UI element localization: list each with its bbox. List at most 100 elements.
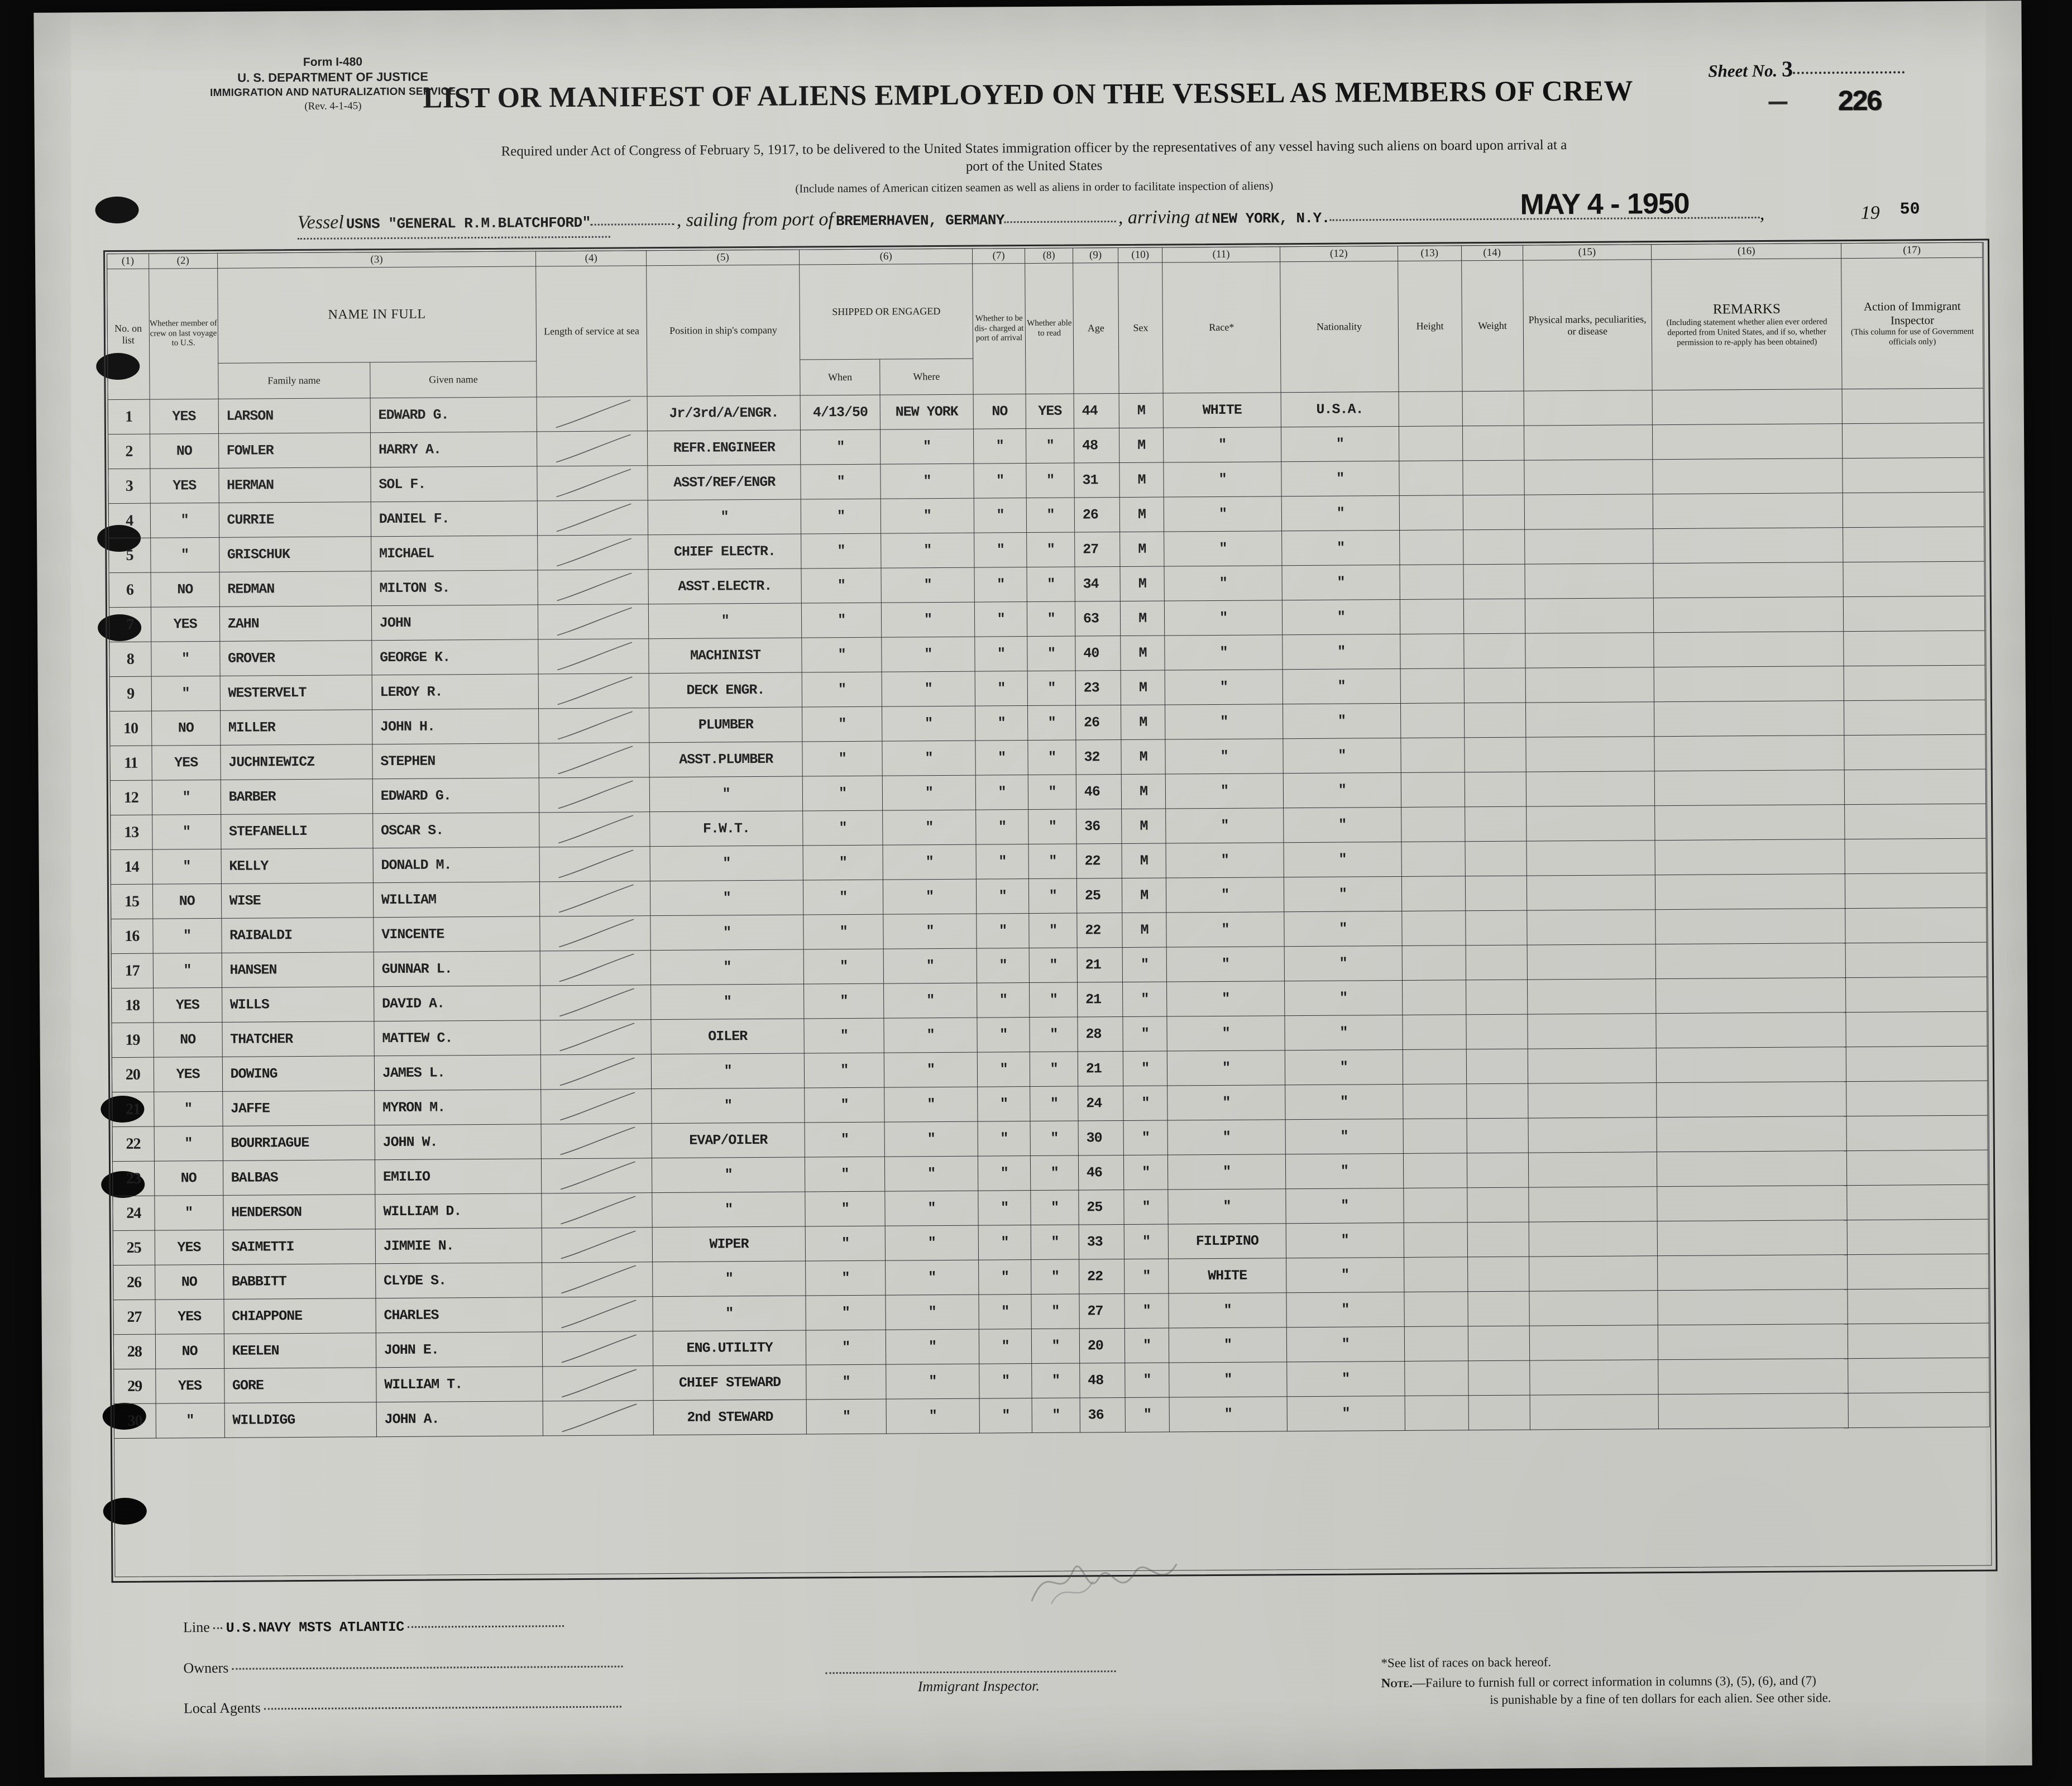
able-to-read-cell: "	[1031, 1294, 1080, 1329]
remarks-cell	[1657, 1254, 1848, 1291]
shipped-where-cell: "	[882, 810, 976, 846]
row-number-cell: 1	[108, 399, 150, 434]
height-cell	[1400, 633, 1464, 669]
shipped-where-cell: "	[886, 1398, 980, 1434]
port-of-departure-value: BREMERHAVEN, GERMANY	[835, 212, 1005, 230]
family-name-cell: BARBER	[220, 779, 373, 815]
position-cell: "	[652, 1260, 806, 1297]
position-cell: "	[651, 1053, 805, 1089]
able-to-read-cell: "	[1026, 498, 1075, 533]
age-cell: 24	[1078, 1086, 1124, 1121]
remarks-cell	[1657, 1220, 1848, 1256]
position-cell: F.W.T.	[649, 811, 803, 847]
inspector-action-note: (This column for use of Government offic…	[1850, 327, 1974, 347]
given-name-cell: HARRY A.	[370, 431, 538, 467]
table-row: 8 " GROVER GEORGE K. MACHINIST " " " " 40 M " "	[109, 631, 1985, 677]
length-of-service-cell	[538, 638, 649, 674]
discharge-at-port-cell: "	[975, 809, 1029, 845]
height-cell	[1401, 876, 1466, 911]
crew-last-voyage-cell: NO	[152, 884, 222, 919]
height-cell	[1403, 1187, 1467, 1223]
table-row: 26 NO BABBITT CLYDE S. " " " " " 22 " WHITE "	[113, 1254, 1989, 1300]
able-to-read-cell: "	[1029, 913, 1078, 948]
arriving-at-label: , arriving at	[1118, 207, 1210, 228]
table-row: 2 NO FOWLER HARRY A. REFR.ENGINEER " " " " 48 M " "	[108, 423, 1984, 469]
discharge-at-port-cell: "	[979, 1363, 1032, 1399]
col-label-race: Race*	[1162, 261, 1281, 394]
remarks-cell	[1656, 1047, 1846, 1083]
length-of-service-slash-mark	[558, 1298, 639, 1330]
physical-marks-cell	[1528, 1152, 1657, 1188]
race-cell: "	[1165, 738, 1284, 775]
inspector-action-cell	[1843, 561, 1985, 597]
shipped-where-cell: "	[883, 1018, 978, 1053]
position-cell: MACHINIST	[648, 638, 802, 674]
length-of-service-cell	[542, 1262, 653, 1297]
inspector-action-cell	[1843, 596, 1985, 632]
weight-cell	[1467, 1153, 1529, 1188]
age-cell: 23	[1075, 670, 1121, 706]
family-name-cell: WILLDIGG	[224, 1402, 377, 1438]
remarks-cell	[1652, 389, 1843, 425]
physical-marks-cell	[1526, 840, 1655, 876]
crew-last-voyage-cell: "	[155, 1403, 225, 1439]
length-of-service-cell	[541, 1088, 652, 1124]
weight-cell	[1463, 495, 1525, 530]
nationality-cell: "	[1284, 911, 1402, 947]
discharge-at-port-cell: "	[974, 532, 1027, 568]
nationality-cell: "	[1284, 945, 1403, 981]
discharge-at-port-cell: "	[974, 567, 1027, 603]
nationality-cell: "	[1281, 461, 1399, 496]
race-cell: FILIPINO	[1168, 1223, 1286, 1259]
discharge-at-port-cell: "	[974, 498, 1027, 533]
inspector-action-cell	[1844, 734, 1986, 770]
length-of-service-slash-mark	[554, 641, 635, 672]
col-label-crew-last-voyage: Whether member of crew on last voyage to…	[149, 268, 218, 400]
sex-cell: "	[1124, 1363, 1170, 1398]
row-number-cell: 11	[109, 746, 152, 781]
col-sublabel-given-name: Given name	[370, 361, 537, 398]
shipped-when-cell: "	[805, 1226, 886, 1261]
given-name-cell: WILLIAM D.	[375, 1193, 542, 1229]
shipped-where-cell: "	[884, 1052, 978, 1088]
inspector-action-cell	[1844, 804, 1986, 839]
length-of-service-cell	[542, 1227, 653, 1263]
crew-last-voyage-cell: YES	[151, 607, 220, 642]
able-to-read-cell: "	[1029, 982, 1078, 1018]
position-cell: ASST/REF/ENGR	[647, 465, 801, 500]
physical-marks-cell	[1529, 1359, 1659, 1396]
height-cell	[1404, 1360, 1468, 1396]
weight-cell	[1465, 841, 1527, 876]
length-of-service-cell	[539, 846, 650, 882]
discharge-at-port-cell: "	[975, 705, 1028, 741]
age-cell: 30	[1078, 1120, 1124, 1156]
race-cell: "	[1169, 1362, 1287, 1398]
family-name-cell: WILLS	[222, 986, 374, 1023]
race-note: *See list of races on back hereof.	[1381, 1655, 1552, 1670]
weight-cell	[1468, 1395, 1530, 1430]
sex-cell: M	[1122, 843, 1166, 878]
shipped-when-cell: "	[802, 741, 883, 777]
family-name-cell: BOURRIAGUE	[222, 1125, 375, 1161]
length-of-service-slash-mark	[553, 433, 634, 465]
shipped-where-cell: "	[881, 637, 975, 672]
position-cell: REFR.ENGINEER	[647, 430, 801, 466]
age-cell: 22	[1079, 1259, 1125, 1295]
row-number-cell: 25	[113, 1230, 155, 1266]
remarks-cell	[1658, 1393, 1849, 1429]
sex-cell: "	[1122, 982, 1167, 1017]
sex-cell: "	[1125, 1397, 1170, 1432]
age-cell: 36	[1076, 809, 1122, 844]
footer-fields: Line U.S.NAVY MSTS ATLANTIC Owners Local…	[183, 1617, 624, 1741]
col-label-length-of-service: Length of service at sea	[536, 265, 648, 397]
row-number-cell: 3	[108, 469, 150, 504]
row-number-cell: 8	[109, 642, 151, 677]
shipped-when-cell: "	[803, 880, 883, 915]
shipped-where-cell: "	[884, 1121, 978, 1157]
sex-cell: M	[1120, 601, 1165, 636]
nationality-cell: "	[1284, 876, 1402, 912]
height-cell	[1400, 737, 1465, 773]
position-cell: "	[650, 880, 804, 916]
able-to-read-cell: "	[1027, 705, 1076, 741]
local-agents-field: Local Agents	[184, 1698, 624, 1717]
